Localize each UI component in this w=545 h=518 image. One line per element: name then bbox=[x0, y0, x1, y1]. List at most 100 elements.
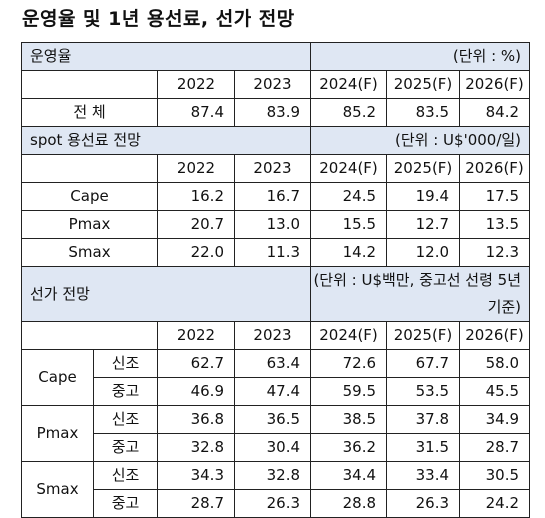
section-header-row: 운영율 (단위 : %) bbox=[20, 42, 531, 71]
sub-label: 신조 bbox=[93, 349, 158, 378]
value-cell: 37.8 bbox=[386, 405, 461, 434]
value-cell: 24.5 bbox=[310, 182, 388, 211]
value-cell: 83.9 bbox=[233, 98, 312, 127]
page-title: 운영율 및 1년 용선료, 선가 전망 bbox=[22, 8, 295, 30]
value-cell: 11.3 bbox=[233, 238, 312, 267]
row-label: Pmax bbox=[21, 210, 158, 239]
value-cell: 47.4 bbox=[233, 377, 312, 406]
value-cell: 62.7 bbox=[157, 349, 235, 378]
value-cell: 32.8 bbox=[233, 461, 312, 490]
value-cell: 14.2 bbox=[310, 238, 388, 267]
row-label: Cape bbox=[21, 182, 158, 211]
value-cell: 22.0 bbox=[157, 238, 235, 267]
table-row: Smax 신조 34.3 32.8 34.4 33.4 30.5 bbox=[21, 461, 531, 518]
value-cell: 67.7 bbox=[386, 349, 461, 378]
table-row: Pmax 신조 36.8 36.5 38.5 37.8 34.9 bbox=[21, 405, 531, 462]
sub-label: 신조 bbox=[93, 405, 158, 434]
year-header: 2026(F) bbox=[459, 154, 531, 183]
value-cell: 72.6 bbox=[310, 349, 388, 378]
year-header: 2022 bbox=[157, 154, 235, 183]
value-cell: 63.4 bbox=[233, 349, 312, 378]
table-row: 전 체 87.4 83.9 85.2 83.5 84.2 bbox=[21, 98, 531, 127]
year-header: 2026(F) bbox=[459, 321, 531, 350]
section-unit: (단위 : U$'000/일) bbox=[310, 126, 531, 155]
row-label: Smax bbox=[21, 238, 158, 267]
value-cell: 83.5 bbox=[386, 98, 461, 127]
group-label: Cape bbox=[21, 349, 94, 406]
blank-cell bbox=[21, 321, 158, 350]
data-table: 운영율 (단위 : %) 2022 2023 2024(F) 2025(F) 2026(F)… bbox=[20, 42, 531, 518]
year-header-row: 2022 2023 2024(F) 2025(F) 2026(F) bbox=[21, 154, 531, 183]
value-cell: 26.3 bbox=[386, 489, 461, 518]
year-header-row: 2022 2023 2024(F) 2025(F) 2026(F) bbox=[21, 70, 531, 99]
table-row: Cape 신조 62.7 63.4 72.6 67.7 58.0 bbox=[21, 349, 531, 406]
value-cell: 16.2 bbox=[157, 182, 235, 211]
group-label: Pmax bbox=[21, 405, 94, 462]
value-cell: 30.5 bbox=[459, 461, 531, 490]
value-cell: 24.2 bbox=[459, 489, 531, 518]
value-cell: 33.4 bbox=[386, 461, 461, 490]
section-header-row: spot 용선료 전망 (단위 : U$'000/일) bbox=[20, 126, 531, 155]
section-header-row: 선가 전망 (단위 : U$백만, 중고선 선령 5년 기준) bbox=[20, 266, 531, 322]
year-header: 2023 bbox=[233, 154, 312, 183]
table-row: 중고 46.9 47.4 59.5 53.5 45.5 bbox=[22, 377, 531, 406]
value-cell: 36.5 bbox=[233, 405, 312, 434]
section-title: spot 용선료 전망 bbox=[20, 126, 312, 155]
year-header: 2023 bbox=[233, 321, 312, 350]
value-cell: 58.0 bbox=[459, 349, 531, 378]
value-cell: 26.3 bbox=[233, 489, 312, 518]
value-cell: 28.7 bbox=[157, 489, 235, 518]
table-row: 중고 32.8 30.4 36.2 31.5 28.7 bbox=[22, 433, 531, 462]
blank-cell bbox=[21, 70, 158, 99]
group-label: Smax bbox=[21, 461, 94, 518]
table-row: Pmax 20.7 13.0 15.5 12.7 13.5 bbox=[21, 210, 531, 239]
sub-label: 중고 bbox=[93, 489, 158, 518]
value-cell: 28.7 bbox=[459, 433, 531, 462]
value-cell: 13.5 bbox=[459, 210, 531, 239]
value-cell: 53.5 bbox=[386, 377, 461, 406]
value-cell: 13.0 bbox=[233, 210, 312, 239]
year-header-row: 2022 2023 2024(F) 2025(F) 2026(F) bbox=[21, 321, 531, 350]
value-cell: 84.2 bbox=[459, 98, 531, 127]
year-header: 2024(F) bbox=[310, 154, 388, 183]
sub-label: 신조 bbox=[93, 461, 158, 490]
value-cell: 20.7 bbox=[157, 210, 235, 239]
value-cell: 34.3 bbox=[157, 461, 235, 490]
table-row: Smax 22.0 11.3 14.2 12.0 12.3 bbox=[21, 238, 531, 267]
value-cell: 16.7 bbox=[233, 182, 312, 211]
value-cell: 30.4 bbox=[233, 433, 312, 462]
value-cell: 12.0 bbox=[386, 238, 461, 267]
value-cell: 15.5 bbox=[310, 210, 388, 239]
value-cell: 32.8 bbox=[157, 433, 235, 462]
value-cell: 19.4 bbox=[386, 182, 461, 211]
value-cell: 59.5 bbox=[310, 377, 388, 406]
table-row: Cape 16.2 16.7 24.5 19.4 17.5 bbox=[21, 182, 531, 211]
year-header: 2025(F) bbox=[386, 70, 461, 99]
value-cell: 12.7 bbox=[386, 210, 461, 239]
value-cell: 46.9 bbox=[157, 377, 235, 406]
value-cell: 45.5 bbox=[459, 377, 531, 406]
section-title: 운영율 bbox=[20, 42, 312, 71]
section-title: 선가 전망 bbox=[20, 266, 312, 322]
table-row: 중고 28.7 26.3 28.8 26.3 24.2 bbox=[22, 489, 531, 518]
value-cell: 36.8 bbox=[157, 405, 235, 434]
section-unit: (단위 : U$백만, 중고선 선령 5년 기준) bbox=[310, 266, 531, 322]
year-header: 2024(F) bbox=[310, 70, 388, 99]
value-cell: 34.9 bbox=[459, 405, 531, 434]
section-unit: (단위 : %) bbox=[310, 42, 531, 71]
year-header: 2025(F) bbox=[386, 154, 461, 183]
sub-label: 중고 bbox=[93, 377, 158, 406]
value-cell: 28.8 bbox=[310, 489, 388, 518]
year-header: 2023 bbox=[233, 70, 312, 99]
year-header: 2025(F) bbox=[386, 321, 461, 350]
sub-label: 중고 bbox=[93, 433, 158, 462]
value-cell: 36.2 bbox=[310, 433, 388, 462]
value-cell: 31.5 bbox=[386, 433, 461, 462]
year-header: 2024(F) bbox=[310, 321, 388, 350]
value-cell: 12.3 bbox=[459, 238, 531, 267]
value-cell: 17.5 bbox=[459, 182, 531, 211]
year-header: 2022 bbox=[157, 321, 235, 350]
row-label: 전 체 bbox=[21, 98, 158, 127]
blank-cell bbox=[21, 154, 158, 183]
